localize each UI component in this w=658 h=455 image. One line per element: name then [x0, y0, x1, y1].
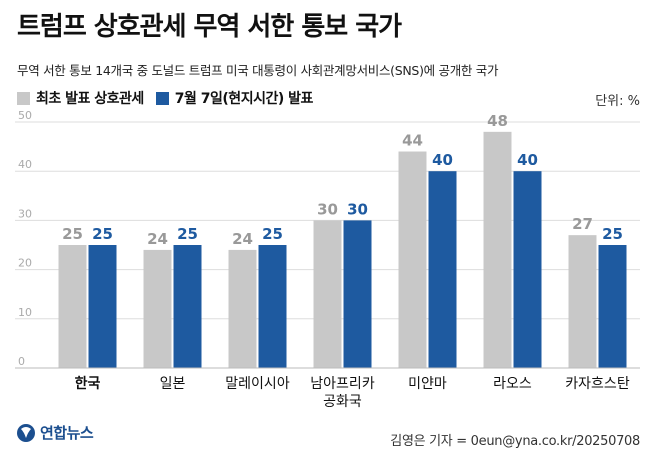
bar-series2	[513, 171, 542, 368]
category-label: 라오스	[493, 376, 532, 392]
y-tick-label: 30	[18, 207, 32, 220]
data-label: 48	[487, 112, 508, 130]
data-label: 30	[347, 200, 368, 218]
data-label: 27	[572, 215, 593, 233]
bar-series2	[343, 220, 372, 368]
bar-series1	[313, 220, 342, 368]
chart-title: 트럼프 상호관세 무역 서한 통보 국가	[17, 12, 402, 42]
source-credit: 김영은 기자 = 0eun@yna.co.kr/20250708	[390, 434, 640, 449]
logo-text: 연합뉴스	[40, 424, 94, 442]
category-label: 카자흐스탄	[565, 376, 630, 392]
data-label: 25	[177, 225, 198, 243]
legend-swatch-series2	[155, 91, 169, 105]
y-tick-label: 10	[18, 306, 32, 319]
category-label: 한국	[75, 376, 101, 392]
bar-series1	[398, 151, 427, 368]
data-label: 30	[317, 200, 338, 218]
unit-label: 단위: %	[595, 94, 640, 109]
bar-series2	[428, 171, 457, 368]
bar-series1	[143, 249, 172, 368]
data-label: 40	[432, 151, 453, 169]
category-label: 말레이시아	[225, 376, 290, 392]
y-tick-label: 20	[18, 257, 32, 270]
data-label: 24	[147, 230, 168, 248]
logo: 연합뉴스	[16, 422, 94, 443]
bar-series1	[483, 131, 512, 368]
legend-swatch-series1	[17, 91, 30, 105]
legend-label-series1: 최초 발표 상호관세	[36, 91, 144, 107]
legend: 최초 발표 상호관세 7월 7일(현지시간) 발표	[17, 88, 325, 108]
data-label: 40	[517, 151, 538, 169]
bar-series2	[258, 245, 287, 368]
data-label: 44	[402, 132, 423, 150]
y-tick-label: 0	[18, 355, 25, 368]
bar-series1	[228, 249, 257, 368]
category-label: 미얀마	[408, 376, 447, 392]
chart-subtitle: 무역 서한 통보 14개국 중 도널드 트럼프 미국 대통령이 사회관계망서비스…	[17, 63, 499, 78]
data-label: 25	[602, 225, 623, 243]
bar-series2	[598, 245, 627, 368]
data-label: 24	[232, 230, 253, 248]
yonhap-logo-icon	[17, 423, 35, 442]
data-label: 25	[92, 225, 113, 243]
y-tick-label: 50	[18, 109, 32, 122]
data-label: 25	[262, 225, 283, 243]
data-label: 25	[62, 225, 83, 243]
bar-series1	[568, 235, 597, 368]
bar-chart: 0 10 20 30 40 50 25 25 한국 24 25 일본 24 25 말레이시아 30 30 남아프리…	[15, 109, 640, 410]
category-label: 남아프리카 공화국	[310, 376, 375, 410]
legend-item-series2: 7월 7일(현지시간) 발표	[155, 88, 314, 108]
bar-series2	[88, 245, 117, 368]
bar-series1	[58, 245, 87, 368]
y-tick-label: 40	[18, 158, 32, 171]
legend-label-series2: 7월 7일(현지시간) 발표	[174, 91, 314, 107]
bar-series2	[173, 245, 202, 368]
category-label: 일본	[160, 376, 186, 392]
legend-item-series1: 최초 발표 상호관세	[17, 88, 144, 108]
